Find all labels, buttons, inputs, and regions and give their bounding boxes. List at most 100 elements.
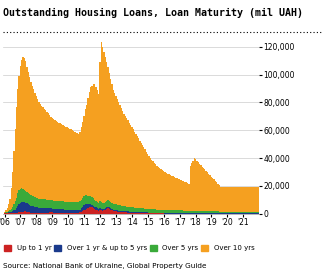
Bar	[17, 193, 18, 206]
Bar	[62, 213, 64, 214]
Bar	[141, 143, 142, 208]
Bar	[200, 165, 202, 211]
Bar	[21, 61, 22, 189]
Bar	[129, 207, 130, 212]
Bar	[40, 213, 41, 214]
Bar	[190, 211, 191, 213]
Bar	[227, 187, 228, 212]
Bar	[148, 213, 150, 214]
Bar	[150, 209, 151, 213]
Bar	[85, 109, 86, 195]
Bar	[36, 207, 37, 213]
Bar	[16, 208, 17, 213]
Bar	[16, 198, 17, 208]
Bar	[54, 209, 56, 213]
Bar	[117, 205, 118, 210]
Bar	[235, 187, 236, 212]
Bar	[58, 123, 60, 201]
Bar	[162, 210, 163, 213]
Bar	[220, 212, 221, 213]
Bar	[154, 209, 155, 213]
Bar	[89, 207, 90, 214]
Bar	[232, 212, 233, 213]
Bar	[5, 210, 6, 212]
Bar	[25, 211, 27, 214]
Bar	[65, 202, 66, 210]
Bar	[130, 207, 131, 212]
Bar	[95, 210, 97, 214]
Bar	[73, 210, 74, 213]
Bar	[113, 90, 114, 204]
Bar	[217, 212, 219, 213]
Bar	[99, 62, 101, 201]
Bar	[207, 172, 208, 211]
Bar	[233, 212, 235, 213]
Bar	[134, 132, 135, 207]
Bar	[208, 174, 210, 211]
Bar	[75, 213, 77, 214]
Bar	[91, 205, 93, 207]
Bar	[8, 204, 9, 211]
Bar	[119, 105, 121, 206]
Bar	[60, 209, 61, 213]
Bar	[69, 129, 70, 202]
Bar	[156, 210, 158, 213]
Bar	[133, 129, 134, 207]
Bar	[61, 201, 62, 209]
Bar	[187, 211, 188, 213]
Bar	[84, 206, 85, 210]
Bar	[97, 90, 98, 202]
Bar	[64, 213, 65, 214]
Bar	[33, 206, 34, 213]
Bar	[141, 213, 142, 214]
Bar	[243, 212, 244, 213]
Bar	[151, 209, 152, 213]
Bar	[74, 210, 75, 213]
Bar	[70, 213, 72, 214]
Bar	[60, 123, 61, 201]
Bar	[109, 207, 110, 209]
Bar	[58, 209, 60, 213]
Bar	[171, 176, 172, 210]
Bar	[180, 213, 182, 214]
Bar	[240, 187, 241, 212]
Bar	[42, 107, 44, 199]
Bar	[6, 213, 8, 214]
Bar	[36, 213, 37, 214]
Bar	[12, 207, 13, 211]
Bar	[188, 213, 190, 214]
Bar	[81, 200, 82, 208]
Bar	[203, 168, 204, 211]
Bar	[99, 201, 101, 208]
Bar	[136, 136, 138, 208]
Bar	[233, 187, 235, 212]
Bar	[119, 211, 121, 212]
Bar	[162, 170, 163, 210]
Bar	[107, 67, 109, 200]
Bar	[77, 202, 78, 210]
Bar	[187, 183, 188, 211]
Bar	[148, 156, 150, 209]
Bar	[243, 187, 244, 212]
Legend: Up to 1 yr, Over 1 yr & up to 5 yrs, Over 5 yrs, Over 10 yrs: Up to 1 yr, Over 1 yr & up to 5 yrs, Ove…	[2, 242, 257, 254]
Bar	[28, 193, 29, 204]
Bar	[36, 96, 37, 198]
Bar	[56, 209, 57, 213]
Bar	[133, 212, 134, 213]
Bar	[25, 191, 27, 202]
Bar	[98, 209, 99, 211]
Bar	[191, 213, 192, 214]
Bar	[183, 213, 184, 214]
Bar	[143, 212, 145, 213]
Bar	[68, 128, 69, 202]
Bar	[110, 208, 111, 210]
Bar	[166, 173, 167, 210]
Bar	[147, 213, 148, 214]
Bar	[53, 213, 54, 214]
Bar	[147, 212, 148, 213]
Bar	[58, 213, 60, 214]
Bar	[11, 209, 12, 212]
Bar	[115, 212, 117, 214]
Bar	[40, 199, 41, 208]
Bar	[94, 84, 95, 200]
